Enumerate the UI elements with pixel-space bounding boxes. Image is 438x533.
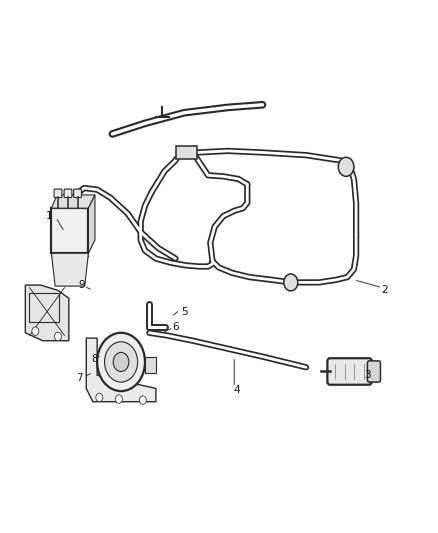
Circle shape xyxy=(105,342,138,382)
FancyBboxPatch shape xyxy=(327,358,372,385)
Text: 1: 1 xyxy=(46,211,53,221)
Circle shape xyxy=(338,157,354,176)
Circle shape xyxy=(32,327,39,335)
FancyBboxPatch shape xyxy=(74,189,81,198)
Circle shape xyxy=(116,395,122,403)
Circle shape xyxy=(113,352,129,372)
FancyBboxPatch shape xyxy=(64,189,72,198)
Circle shape xyxy=(96,393,103,402)
Text: 3: 3 xyxy=(364,370,370,380)
Polygon shape xyxy=(25,285,69,341)
Text: 9: 9 xyxy=(78,280,85,290)
Circle shape xyxy=(97,333,145,391)
FancyBboxPatch shape xyxy=(54,189,62,198)
Text: 8: 8 xyxy=(92,354,98,364)
Circle shape xyxy=(139,396,146,405)
Text: 2: 2 xyxy=(381,285,388,295)
Polygon shape xyxy=(51,195,95,208)
Polygon shape xyxy=(145,357,156,373)
FancyBboxPatch shape xyxy=(367,361,381,382)
Polygon shape xyxy=(88,195,95,253)
Circle shape xyxy=(284,274,298,291)
Polygon shape xyxy=(86,338,156,402)
Text: 5: 5 xyxy=(181,306,187,317)
FancyBboxPatch shape xyxy=(51,208,88,253)
Text: 4: 4 xyxy=(233,384,240,394)
Text: 6: 6 xyxy=(172,322,179,333)
Polygon shape xyxy=(51,253,88,286)
Circle shape xyxy=(54,332,61,341)
Polygon shape xyxy=(177,146,197,159)
Text: 7: 7 xyxy=(76,373,83,383)
